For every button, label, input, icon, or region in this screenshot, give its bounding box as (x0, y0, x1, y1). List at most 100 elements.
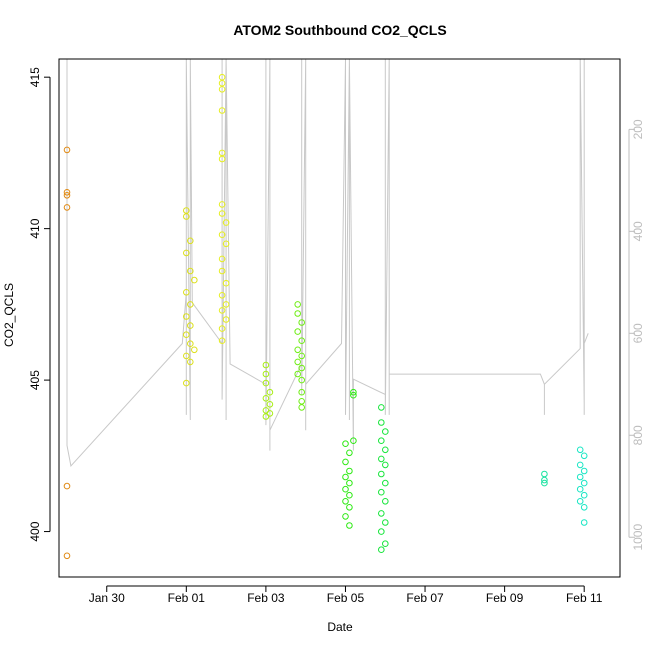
data-point-series-5 (342, 485, 349, 493)
data-point-series-3 (262, 395, 270, 402)
data-point-series-8 (580, 491, 588, 499)
data-point-series-6 (378, 488, 385, 496)
data-point-series-2 (218, 337, 226, 345)
data-point-series-1 (187, 322, 194, 329)
x-tick-label: Feb 01 (168, 591, 206, 605)
x-tick-label: Feb 07 (406, 591, 444, 605)
right-axis-tick-label: 400 (631, 221, 645, 241)
y-tick-label: 405 (28, 370, 42, 390)
data-point-series-1 (187, 237, 194, 245)
data-point-series-0 (63, 204, 71, 211)
data-point-series-4 (298, 376, 306, 384)
data-point-series-0 (63, 192, 71, 199)
data-point-series-5 (346, 467, 353, 475)
x-tick-label: Feb 03 (247, 591, 285, 605)
data-point-series-5 (346, 491, 353, 499)
data-point-series-4 (298, 398, 306, 405)
data-point-series-1 (183, 213, 190, 220)
data-point-series-2 (218, 210, 226, 217)
data-point-series-4 (298, 388, 306, 396)
data-point-series-1 (183, 379, 190, 387)
data-point-series-6 (378, 419, 385, 426)
data-point-series-4 (298, 364, 306, 372)
data-point-series-4 (298, 404, 306, 411)
data-point-series-1 (183, 331, 190, 339)
data-point-series-4 (294, 358, 302, 366)
data-point-series-4 (298, 337, 306, 345)
data-point-series-2 (222, 316, 230, 323)
x-tick-label: Feb 11 (566, 591, 603, 605)
data-point-series-4 (298, 352, 306, 360)
data-point-series-0 (63, 146, 71, 154)
data-point-series-1 (183, 249, 190, 257)
y-tick-label: 415 (28, 67, 42, 87)
data-point-series-2 (222, 301, 230, 308)
altitude-trace-line (66, 58, 589, 467)
data-point-series-3 (266, 401, 274, 408)
data-point-series-2 (222, 240, 230, 248)
data-point-series-0 (63, 189, 71, 196)
data-point-series-7 (541, 476, 548, 484)
data-point-series-2 (222, 219, 230, 226)
data-point-series-7 (541, 479, 548, 487)
data-point-series-1 (183, 313, 190, 320)
data-point-series-2 (218, 267, 226, 275)
data-point-series-8 (580, 467, 588, 475)
data-point-series-5 (346, 522, 353, 529)
data-point-series-6 (378, 528, 385, 535)
data-point-series-2 (218, 107, 226, 114)
data-point-series-6 (382, 519, 389, 526)
data-point-series-6 (378, 437, 385, 445)
data-point-series-5 (350, 437, 357, 445)
axes-layer: Jan 30 Feb 01 Feb 03 Feb 05 Feb 07 Feb 09 Feb … (28, 67, 645, 605)
data-point-series-1 (187, 267, 194, 275)
x-tick-label: Feb 09 (486, 591, 524, 605)
data-point-series-6 (382, 540, 389, 548)
data-point-series-5 (342, 473, 349, 481)
data-point-series-8 (580, 504, 588, 511)
data-point-series-7 (541, 470, 548, 478)
data-point-series-1 (191, 276, 198, 284)
data-point-series-5 (342, 440, 349, 448)
data-point-series-6 (378, 546, 385, 554)
data-point-series-8 (576, 446, 584, 454)
data-point-series-5 (350, 391, 357, 399)
data-point-series-1 (183, 289, 190, 296)
data-point-series-0 (63, 482, 71, 490)
data-point-series-6 (378, 510, 385, 517)
right-axis-tick-label: 1000 (631, 524, 645, 551)
data-point-series-4 (294, 301, 302, 308)
data-point-series-6 (382, 428, 389, 435)
data-point-series-6 (378, 470, 385, 478)
data-point-series-8 (576, 498, 584, 505)
plot-frame (58, 58, 621, 578)
data-point-series-1 (187, 301, 194, 308)
data-point-series-5 (342, 458, 349, 466)
data-point-series-3 (262, 361, 270, 369)
data-point-series-5 (346, 479, 353, 487)
data-point-series-6 (378, 455, 385, 463)
data-point-series-4 (294, 346, 302, 354)
data-point-series-6 (382, 461, 389, 469)
data-point-series-5 (350, 388, 357, 396)
data-point-series-2 (218, 255, 226, 263)
data-point-series-1 (187, 358, 194, 366)
right-axis-tick-label: 600 (631, 323, 645, 343)
data-point-series-8 (576, 473, 584, 481)
data-point-series-5 (342, 513, 349, 520)
data-point-series-5 (346, 449, 353, 457)
x-tick-label: Jan 30 (89, 591, 125, 605)
data-point-series-2 (218, 155, 226, 163)
data-point-series-8 (576, 461, 584, 469)
data-point-series-3 (266, 410, 274, 417)
data-point-series-3 (262, 413, 270, 420)
data-point-series-6 (382, 446, 389, 454)
data-point-series-2 (218, 79, 226, 87)
data-point-series-8 (580, 479, 588, 487)
x-axis-label: Date (327, 620, 353, 634)
data-point-series-1 (183, 352, 190, 360)
data-point-series-3 (262, 379, 270, 387)
data-point-series-6 (378, 404, 385, 411)
data-point-series-5 (346, 504, 353, 511)
